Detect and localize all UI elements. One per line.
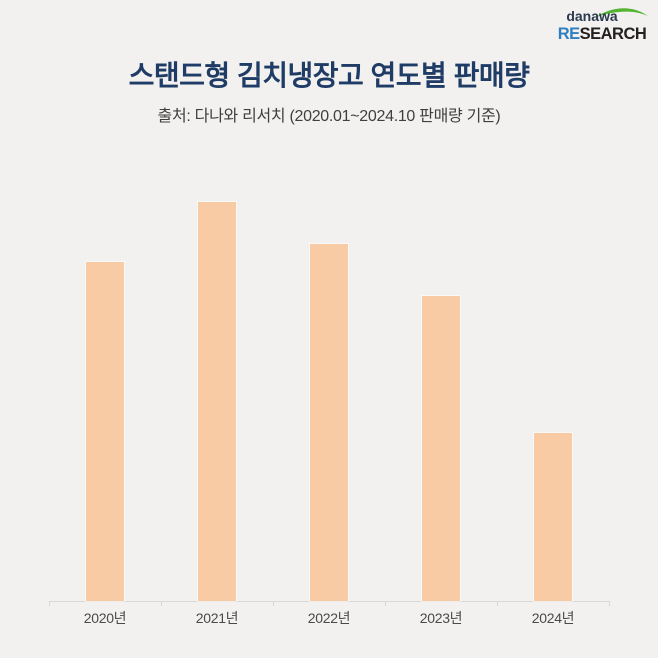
danawa-research-logo: danawa RESEARCH — [558, 8, 648, 43]
bar-chart-plot-area: 2020년 2021년 2022년 2023년 2024년 — [49, 180, 610, 626]
chart-bar-3 — [309, 243, 349, 602]
chart-bar-5 — [533, 432, 573, 602]
x-axis-tick — [497, 601, 498, 606]
x-axis-tick — [385, 601, 386, 606]
x-axis-label-4: 2023년 — [419, 610, 463, 626]
x-axis-tick — [273, 601, 274, 606]
chart-subtitle: 출처: 다나와 리서치 (2020.01~2024.10 판매량 기준) — [157, 108, 501, 125]
chart-title: 스탠드형 김치냉장고 연도별 판매량 — [128, 60, 530, 91]
x-axis-label-2: 2021년 — [195, 610, 239, 626]
chart-bar-1 — [85, 261, 125, 602]
x-axis-tick — [609, 601, 610, 606]
chart-bar-4 — [421, 295, 461, 602]
x-axis-label-5: 2024년 — [531, 610, 575, 626]
x-axis-label-3: 2022년 — [307, 610, 351, 626]
x-axis-label-1: 2020년 — [83, 610, 127, 626]
logo-research-text: RESEARCH — [558, 25, 647, 43]
logo-danawa-text: danawa — [566, 8, 618, 24]
logo-swoosh-icon — [596, 8, 648, 17]
chart-bar-2 — [197, 201, 237, 602]
x-axis-tick — [49, 601, 50, 606]
x-axis-tick — [161, 601, 162, 606]
